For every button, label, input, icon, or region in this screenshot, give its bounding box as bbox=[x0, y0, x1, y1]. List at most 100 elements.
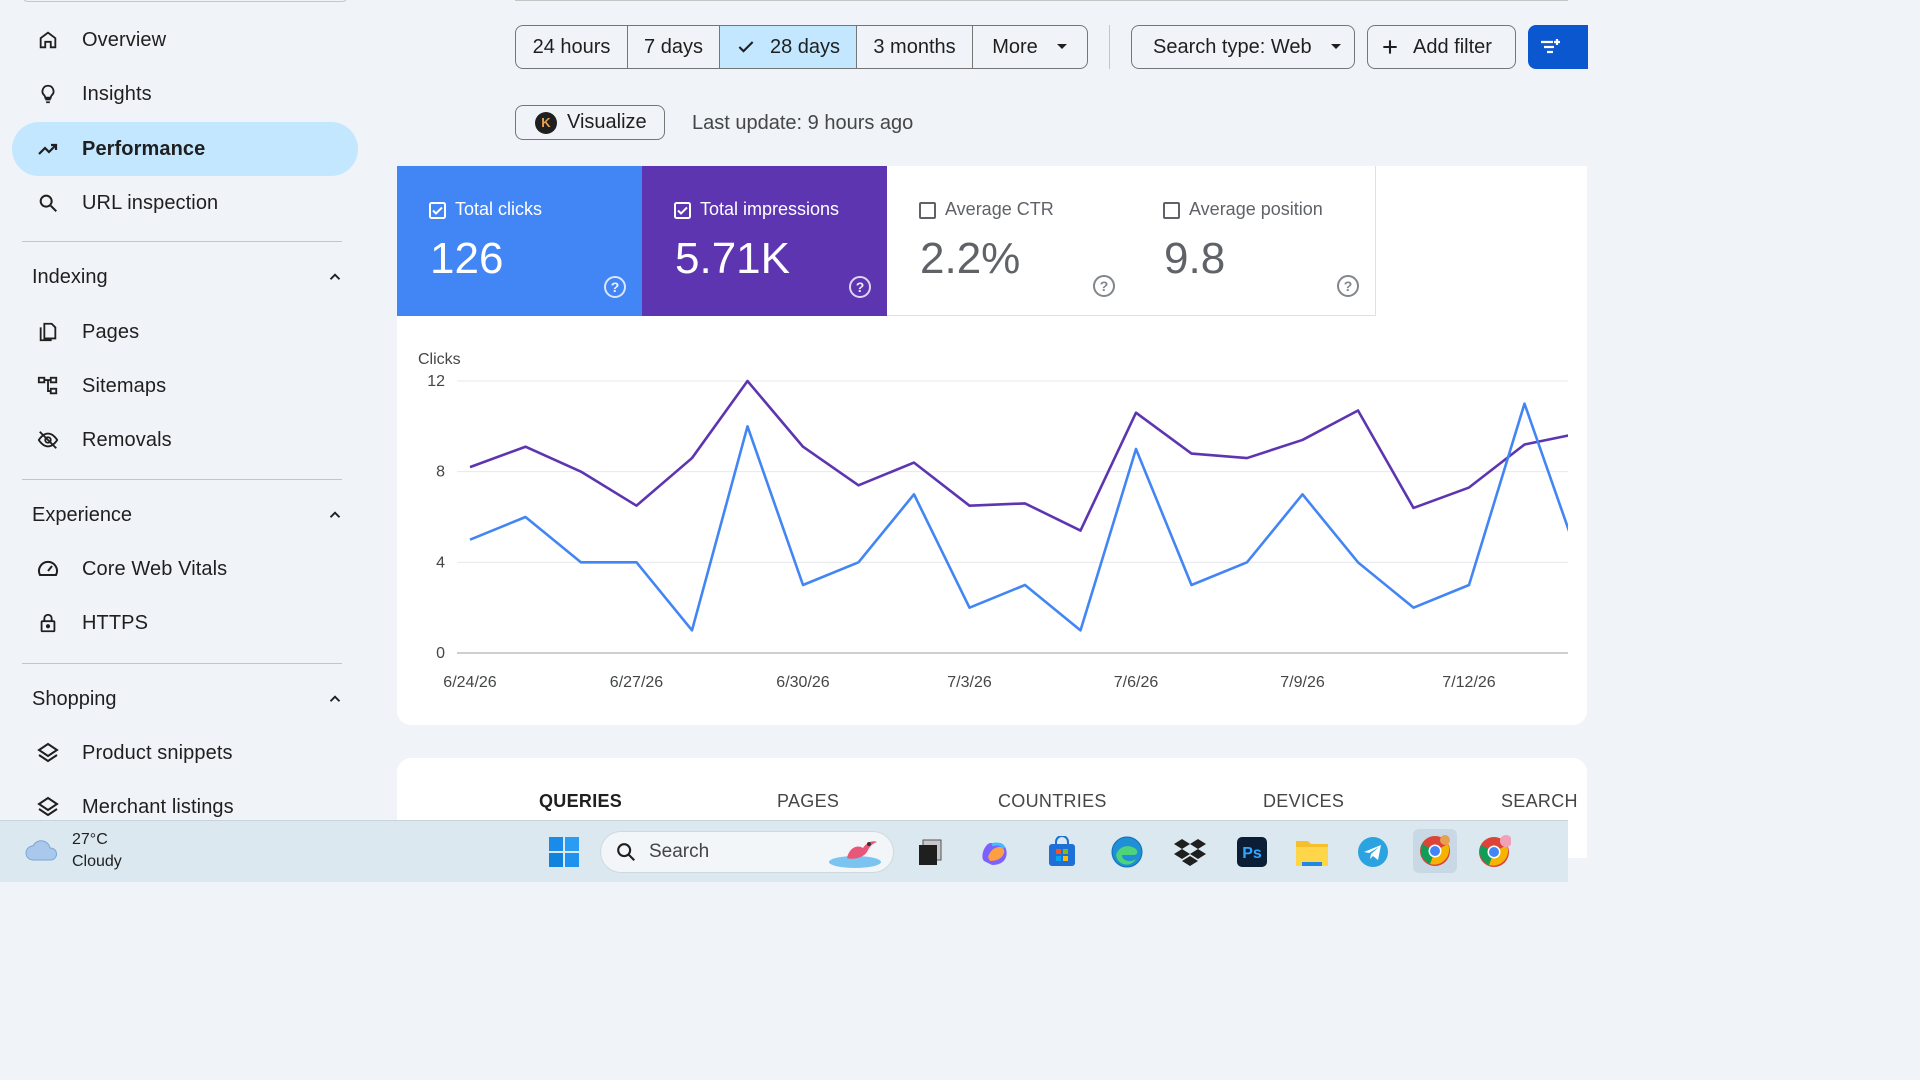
sidebar-divider bbox=[22, 479, 342, 480]
clicks-line-chart: Clicks 0 4 8 12 6/24/26 6/27/26 6/30/26 7/3/26… bbox=[418, 351, 1568, 691]
checkbox-checked-icon[interactable] bbox=[429, 202, 446, 219]
add-filter-button[interactable]: Add filter bbox=[1367, 25, 1516, 69]
search-type-label: Search type: Web bbox=[1153, 35, 1312, 58]
section-title: Experience bbox=[32, 503, 133, 526]
y-tick-label: 4 bbox=[436, 554, 445, 571]
chevron-up-icon bbox=[329, 511, 341, 518]
chevron-up-icon bbox=[329, 695, 341, 702]
search-highlight-bird-icon bbox=[829, 841, 881, 868]
layers-icon bbox=[36, 795, 60, 819]
metric-value: 126 bbox=[430, 234, 504, 283]
tab-countries[interactable]: COUNTRIES bbox=[998, 791, 1107, 811]
eye-off-icon bbox=[36, 428, 60, 452]
sidebar-item-https[interactable]: HTTPS bbox=[12, 596, 358, 650]
sidebar-item-label: Product snippets bbox=[82, 741, 233, 764]
file-explorer-icon[interactable] bbox=[1292, 832, 1332, 872]
sidebar-item-sitemaps[interactable]: Sitemaps bbox=[12, 359, 358, 413]
photoshop-label: Ps bbox=[1242, 845, 1262, 862]
weather-temp: 27°C bbox=[72, 831, 108, 848]
edge-icon[interactable] bbox=[1107, 832, 1147, 872]
metric-total-impressions[interactable]: Total impressions 5.71K ? bbox=[642, 166, 887, 316]
sidebar-item-url-inspection[interactable]: URL inspection bbox=[12, 176, 358, 230]
dropdown-arrow-icon bbox=[1056, 44, 1067, 49]
taskbar-search-placeholder: Search bbox=[649, 841, 710, 862]
sidebar-item-pages[interactable]: Pages bbox=[12, 305, 358, 359]
range-7-days-button[interactable]: 7 days bbox=[628, 26, 720, 68]
checkbox-unchecked[interactable] bbox=[919, 202, 936, 219]
visualize-badge-icon: K bbox=[535, 111, 557, 134]
date-range-selector: 24 hours 7 days 28 days 3 months More bbox=[515, 25, 1088, 69]
taskbar-search-box[interactable]: Search bbox=[600, 831, 894, 873]
toolbar-separator bbox=[1109, 25, 1110, 69]
sidebar-item-removals[interactable]: Removals bbox=[12, 413, 358, 467]
photoshop-icon[interactable]: Ps bbox=[1232, 832, 1272, 872]
help-icon[interactable]: ? bbox=[1093, 275, 1115, 297]
microsoft-store-icon[interactable] bbox=[1042, 832, 1082, 872]
chrome-icon[interactable] bbox=[1413, 829, 1457, 873]
help-icon[interactable]: ? bbox=[604, 276, 626, 298]
sidebar-item-label: Removals bbox=[82, 428, 172, 451]
y-tick-label: 12 bbox=[427, 373, 445, 390]
gauge-icon bbox=[36, 557, 60, 581]
metric-average-position[interactable]: Average position 9.8 ? bbox=[1131, 166, 1376, 316]
range-3-months-button[interactable]: 3 months bbox=[857, 26, 973, 68]
help-icon[interactable]: ? bbox=[1337, 275, 1359, 297]
sidebar-item-core-web-vitals[interactable]: Core Web Vitals bbox=[12, 542, 358, 596]
visualize-button[interactable]: K Visualize bbox=[515, 105, 665, 140]
last-update-text: Last update: 9 hours ago bbox=[692, 112, 914, 134]
help-icon[interactable]: ? bbox=[849, 276, 871, 298]
sidebar-item-label: Pages bbox=[82, 320, 140, 343]
metric-average-ctr[interactable]: Average CTR 2.2% ? bbox=[887, 166, 1132, 316]
sidebar-item-merchant-listings[interactable]: Merchant listings bbox=[12, 780, 358, 834]
weather-condition: Cloudy bbox=[72, 853, 122, 870]
sidebar-item-product-snippets[interactable]: Product snippets bbox=[12, 726, 358, 780]
sidebar-item-insights[interactable]: Insights bbox=[12, 67, 358, 121]
section-header-shopping[interactable]: Shopping bbox=[12, 677, 358, 721]
sidebar-item-label: URL inspection bbox=[82, 191, 219, 214]
copilot-icon[interactable] bbox=[975, 832, 1015, 872]
tab-search-appearance[interactable]: SEARCH bbox=[1501, 791, 1578, 811]
range-more-button[interactable]: More bbox=[973, 26, 1087, 68]
trending-up-icon bbox=[36, 137, 60, 161]
filter-options-button[interactable] bbox=[1528, 25, 1588, 69]
dropbox-icon[interactable] bbox=[1170, 832, 1210, 872]
lock-icon bbox=[36, 611, 60, 635]
windows-start-icon[interactable] bbox=[544, 832, 584, 872]
chrome-profile-icon[interactable] bbox=[1474, 832, 1514, 872]
tab-pages[interactable]: PAGES bbox=[777, 791, 840, 811]
checkbox-unchecked[interactable] bbox=[1163, 202, 1180, 219]
range-24-hours-button[interactable]: 24 hours bbox=[516, 26, 628, 68]
section-title: Shopping bbox=[32, 687, 117, 710]
add-filter-label: Add filter bbox=[1413, 35, 1492, 58]
telegram-icon[interactable] bbox=[1353, 832, 1393, 872]
y-axis-label: Clicks bbox=[418, 351, 461, 368]
filter-list-icon bbox=[1541, 39, 1560, 54]
y-tick-label: 8 bbox=[436, 464, 445, 481]
metric-total-clicks[interactable]: Total clicks 126 ? bbox=[397, 166, 642, 316]
tab-devices[interactable]: DEVICES bbox=[1263, 791, 1345, 811]
sidebar-divider bbox=[22, 241, 342, 242]
task-view-icon[interactable] bbox=[910, 832, 950, 872]
tab-queries[interactable]: QUERIES bbox=[539, 791, 623, 811]
metric-label: Total clicks bbox=[455, 199, 543, 219]
checkbox-checked-icon[interactable] bbox=[674, 202, 691, 219]
x-tick-label: 6/24/26 bbox=[443, 674, 496, 691]
sidebar-item-label: Performance bbox=[82, 137, 206, 160]
pages-icon bbox=[36, 320, 60, 344]
metric-value: 9.8 bbox=[1164, 234, 1226, 283]
x-tick-label: 6/27/26 bbox=[610, 674, 663, 691]
range-28-days-button[interactable]: 28 days bbox=[720, 26, 857, 68]
section-header-experience[interactable]: Experience bbox=[12, 493, 358, 537]
layers-icon bbox=[36, 741, 60, 765]
section-header-indexing[interactable]: Indexing bbox=[12, 255, 358, 299]
sidebar-item-performance[interactable]: Performance bbox=[12, 122, 358, 176]
x-tick-label: 7/12/26 bbox=[1442, 674, 1495, 691]
home-icon bbox=[36, 28, 60, 52]
sidebar-item-label: Core Web Vitals bbox=[82, 557, 228, 580]
search-icon bbox=[617, 843, 635, 861]
sidebar-item-overview[interactable]: Overview bbox=[12, 13, 358, 67]
weather-widget[interactable]: 27°C Cloudy bbox=[24, 829, 122, 873]
plus-icon bbox=[1383, 40, 1397, 54]
section-title: Indexing bbox=[32, 265, 108, 288]
search-type-dropdown[interactable]: Search type: Web bbox=[1131, 25, 1355, 69]
